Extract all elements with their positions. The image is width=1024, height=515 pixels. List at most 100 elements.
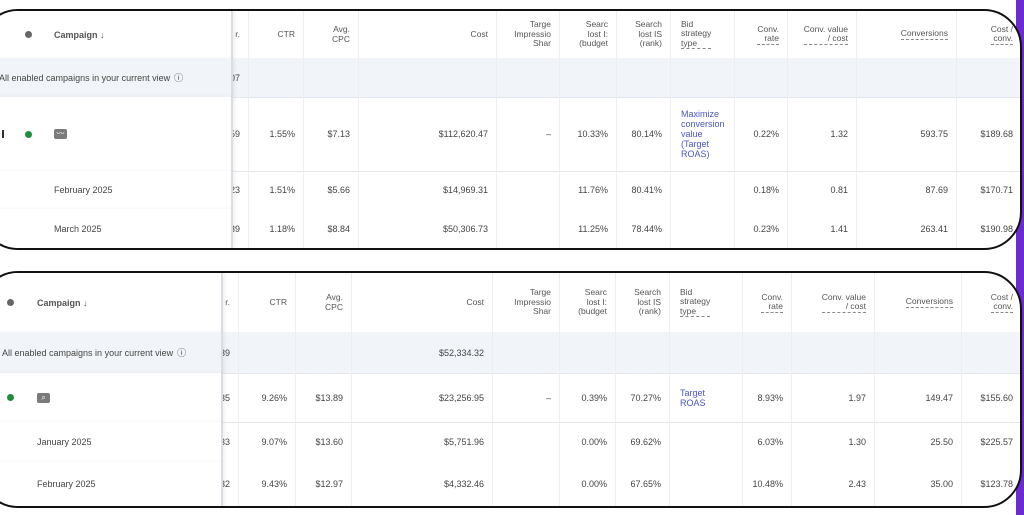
column-lost-budget: 0.39% bbox=[560, 373, 616, 422]
campaign-row[interactable]: 59 1.55% $7.13 $112,620.47 – 10.33% 80.14% Maxi… bbox=[0, 97, 1020, 172]
help-circle-icon[interactable]: ⓘ bbox=[174, 73, 184, 83]
column-lost-rank: 67.65% bbox=[616, 462, 670, 506]
column-bid bbox=[671, 171, 735, 209]
cell-target-is: – bbox=[545, 129, 551, 139]
cell-lost-rank: 69.62% bbox=[630, 437, 661, 447]
column-clipped: 23 bbox=[231, 171, 249, 209]
cell-conversions: 87.69 bbox=[925, 185, 948, 195]
column-lost-budget: Searc lost I: (budget bbox=[560, 11, 617, 58]
campaign-column-header[interactable]: Campaign ↓ bbox=[54, 29, 105, 40]
column-ctr bbox=[249, 58, 304, 97]
header-conv-value-cost[interactable]: Conv. value / cost bbox=[821, 291, 866, 313]
header-conv-rate[interactable]: Conv. rate bbox=[761, 291, 783, 313]
header-target-is[interactable]: Targe Impressio Shar bbox=[514, 19, 551, 49]
status-enabled-icon[interactable] bbox=[25, 97, 32, 171]
cell-cpc: $7.13 bbox=[327, 129, 350, 139]
cell-clipped: 32 bbox=[221, 479, 230, 489]
header-cost[interactable]: Cost bbox=[470, 28, 488, 39]
header-conversions[interactable]: Conversions bbox=[905, 296, 953, 308]
cell-cost-conv: $189.68 bbox=[980, 129, 1013, 139]
status-column-header[interactable] bbox=[7, 273, 14, 332]
column-lost-budget bbox=[560, 58, 617, 97]
column-cpc: $5.66 bbox=[304, 171, 359, 209]
column-lost-budget: Searc lost I: (budget bbox=[560, 273, 616, 332]
column-cost: $14,969.31 bbox=[359, 171, 497, 209]
column-cpc: $8.84 bbox=[304, 209, 359, 248]
header-clipped[interactable]: r. bbox=[225, 296, 230, 307]
column-lost-budget: 0.00% bbox=[560, 422, 616, 462]
total-row-label: All enabled campaigns in your current vi… bbox=[2, 332, 186, 373]
cell-cpc: $5.66 bbox=[327, 185, 350, 195]
column-conv-value-cost: Conv. value / cost bbox=[792, 273, 875, 332]
status-enabled-icon[interactable] bbox=[7, 373, 14, 422]
status-column-header[interactable] bbox=[25, 11, 32, 58]
frozen-campaign-column: 〰 bbox=[0, 97, 233, 171]
total-label-text: All enabled campaigns in your current vi… bbox=[2, 347, 174, 358]
campaign-row[interactable]: 35 9.26% $13.89 $23,256.95 – 0.39% 70.27% Targe… bbox=[0, 373, 1020, 423]
help-circle-icon[interactable]: ⓘ bbox=[177, 348, 187, 358]
column-ctr: 1.51% bbox=[249, 171, 304, 209]
campaign-table-top: r. CTR Avg. CPC Cost Targe Impressio Shar Sea… bbox=[0, 9, 1022, 250]
column-bid bbox=[670, 332, 743, 373]
row-checkbox[interactable] bbox=[2, 97, 4, 171]
column-cost: $112,620.47 bbox=[359, 97, 497, 171]
column-cost-conv bbox=[957, 58, 1020, 97]
cell-conv-rate: 10.48% bbox=[752, 479, 783, 489]
header-target-is[interactable]: Targe Impressio Shar bbox=[514, 287, 551, 317]
header-lost-rank[interactable]: Search lost IS (rank) bbox=[635, 19, 662, 49]
month-label: January 2025 bbox=[37, 437, 92, 447]
cell-conversions: 593.75 bbox=[920, 129, 948, 139]
column-cpc: $13.89 bbox=[296, 373, 352, 422]
header-bid[interactable]: Bid strategy type bbox=[681, 18, 712, 50]
total-row: 39 $52,334.32 All enabled campaigns in you… bbox=[0, 332, 1020, 374]
header-conv-rate[interactable]: Conv. rate bbox=[757, 23, 779, 45]
column-cpc: Avg. CPC bbox=[304, 11, 359, 58]
cell-lost-rank: 80.14% bbox=[631, 129, 662, 139]
cell-conv-rate: 0.22% bbox=[753, 129, 779, 139]
header-lost-budget[interactable]: Searc lost I: (budget bbox=[578, 287, 607, 317]
column-ctr: CTR bbox=[249, 11, 304, 58]
frozen-campaign-column: otal: All enabled campaigns in your curr… bbox=[0, 58, 233, 97]
header-lost-rank[interactable]: Search lost IS (rank) bbox=[634, 287, 661, 317]
cell-clipped: 07 bbox=[231, 72, 240, 83]
table-header-row: r. CTR Avg. CPC Cost Targe Impressio Shar Sea… bbox=[0, 11, 1020, 59]
column-conv-value-cost: Conv. value / cost bbox=[788, 11, 857, 58]
month-row: 23 1.51% $5.66 $14,969.31 11.76% 80.41% 0.18% 0… bbox=[0, 171, 1020, 209]
column-lost-rank: 78.44% bbox=[617, 209, 671, 248]
column-conv-rate: 6.03% bbox=[743, 422, 792, 462]
header-ctr[interactable]: CTR bbox=[269, 296, 287, 307]
cell-cost-conv: $170.71 bbox=[980, 185, 1013, 195]
cell-cpc: $13.89 bbox=[315, 392, 343, 403]
cell-cost: $50,306.73 bbox=[442, 223, 488, 234]
cell-conv-value-cost: 1.41 bbox=[830, 223, 848, 234]
header-lost-budget[interactable]: Searc lost I: (budget bbox=[579, 19, 608, 49]
cell-conversions: 149.47 bbox=[925, 392, 953, 403]
header-ctr[interactable]: CTR bbox=[277, 28, 295, 39]
header-cost-conv[interactable]: Cost / conv. bbox=[990, 291, 1013, 313]
cell-lost-rank: 80.41% bbox=[631, 185, 662, 195]
header-cpc[interactable]: Avg. CPC bbox=[325, 292, 343, 312]
frozen-campaign-column: March 2025 bbox=[0, 209, 233, 248]
campaign-column-header[interactable]: Campaign ↓ bbox=[37, 297, 88, 308]
header-cpc[interactable]: Avg. CPC bbox=[332, 24, 350, 44]
cell-bid[interactable]: Target ROAS bbox=[680, 387, 706, 408]
header-cost-conv[interactable]: Cost / conv. bbox=[990, 23, 1013, 45]
header-conv-value-cost[interactable]: Conv. value / cost bbox=[803, 23, 848, 45]
column-bid: Bid strategy type bbox=[670, 273, 743, 332]
header-cost[interactable]: Cost bbox=[466, 296, 484, 307]
column-cost-conv: $190.98 bbox=[957, 209, 1020, 248]
cell-lost-budget: 10.33% bbox=[577, 129, 608, 139]
purple-accent-bar bbox=[1016, 0, 1024, 515]
frozen-campaign-column: Campaign ↓ bbox=[0, 11, 233, 58]
header-bid[interactable]: Bid strategy type bbox=[680, 286, 711, 318]
cell-cost-conv: $123.78 bbox=[980, 479, 1013, 489]
cell-bid[interactable]: Maximize conversion value (Target ROAS) bbox=[681, 109, 725, 159]
column-lost-rank: 80.41% bbox=[617, 171, 671, 209]
header-conversions[interactable]: Conversions bbox=[900, 28, 948, 40]
column-lost-rank: 70.27% bbox=[616, 373, 670, 422]
column-cpc: Avg. CPC bbox=[296, 273, 352, 332]
column-target-is: – bbox=[493, 373, 560, 422]
header-clipped[interactable]: r. bbox=[235, 28, 240, 39]
campaign-table-bottom: r. CTR Avg. CPC Cost Targe Impressio Shar Sea… bbox=[0, 271, 1022, 508]
column-ctr: 9.43% bbox=[239, 462, 296, 506]
